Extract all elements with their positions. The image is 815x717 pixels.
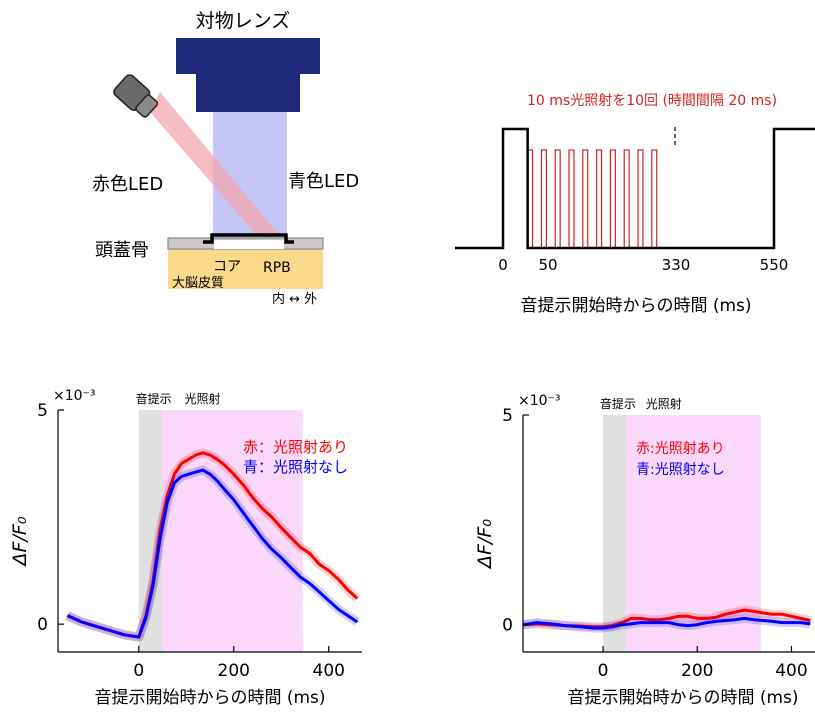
- core-label: コア: [213, 259, 241, 275]
- light-pulse-train: [527, 149, 658, 249]
- light-pulse: [596, 149, 603, 249]
- y-tick-label: 0: [502, 616, 513, 636]
- y-tick-label: 0: [37, 615, 48, 635]
- axes: [57, 410, 362, 653]
- x-tick-label: 0: [133, 661, 144, 681]
- protocol-xlabel: 音提示開始時からの時間 (ms): [520, 296, 751, 316]
- stimulus-protocol: 10 ms光照射を10回 (時間間隔 20 ms) 0 50 330 550 音…: [455, 93, 815, 316]
- series-lines: [65, 448, 361, 642]
- light-region: [162, 410, 303, 652]
- y-axis-label: ΔF/F₀: [9, 516, 31, 567]
- light-pulse: [582, 149, 589, 249]
- light-pulse: [651, 149, 658, 249]
- light-pulse: [568, 149, 575, 249]
- protocol-tick-0: 0: [498, 256, 508, 274]
- rpb-label: RPB: [263, 260, 291, 276]
- red-led-device: [113, 74, 159, 118]
- protocol-tick-550: 550: [760, 256, 789, 274]
- chart-with-vs-without-light-2: 0 200 400 0 5 ×10⁻³ ΔF/F₀ 音提示開始時からの時間 (ms) 音…: [474, 393, 815, 708]
- direction-label: 内 ↔ 外: [272, 291, 317, 307]
- x-axis-label: 音提示開始時からの時間 (ms): [94, 688, 325, 708]
- y-tick-label: 5: [37, 401, 48, 421]
- light-pulse: [540, 149, 547, 249]
- objective-lens-upper: [176, 38, 320, 74]
- x-tick-label: 400: [313, 661, 345, 681]
- x-tick-label: 400: [775, 661, 807, 681]
- chart-with-vs-without-light-1: 0 200 400 0 5 ×10⁻³ ΔF/F₀ 音提示開始時からの時間 (ms) 音…: [9, 388, 362, 708]
- light-pulse: [637, 149, 644, 249]
- series-line-blue: [522, 616, 811, 630]
- protocol-tick-330: 330: [662, 256, 691, 274]
- x-axis-label: 音提示開始時からの時間 (ms): [567, 688, 798, 708]
- y-exponent-label: ×10⁻³: [53, 388, 96, 404]
- sound-region: [603, 415, 627, 652]
- window-opening: [214, 240, 284, 249]
- protocol-title: 10 ms光照射を10回 (時間間隔 20 ms): [527, 93, 777, 109]
- shaded-regions: [138, 410, 303, 652]
- sound-stimulus-trace: [455, 127, 815, 250]
- legend-blue: 青：光照射なし: [243, 458, 348, 476]
- ticks: 0 200 400 0 5: [37, 401, 345, 681]
- sound-region-label: 音提示: [136, 391, 172, 406]
- light-region-label: 光照射: [185, 391, 221, 406]
- light-pulse: [623, 149, 630, 249]
- red-light-beam: [150, 92, 282, 248]
- x-tick-label: 200: [681, 661, 713, 681]
- y-tick-label: 5: [502, 406, 513, 426]
- series-line-blue: [66, 468, 359, 639]
- x-tick-label: 200: [218, 661, 250, 681]
- red-led-label: 赤色LED: [92, 174, 163, 195]
- legend-red: 赤:光照射あり: [636, 441, 725, 457]
- setup-diagram: 対物レンズ 赤色LED 青色LED 頭蓋骨 コア RPB 大脳皮質 内 ↔ 外: [92, 10, 359, 307]
- light-pulse: [609, 149, 616, 249]
- blue-led-label: 青色LED: [288, 171, 359, 192]
- y-axis-label: ΔF/F₀: [474, 519, 496, 570]
- objective-lens-lower: [196, 74, 300, 112]
- legend-red: 赤：光照射あり: [243, 438, 348, 456]
- light-pulse: [554, 149, 561, 249]
- cortex-block: [168, 249, 323, 289]
- skull-label: 頭蓋骨: [95, 240, 149, 261]
- cranial-window: [203, 233, 294, 244]
- legend-blue: 青:光照射なし: [636, 462, 725, 478]
- ticks: 0 200 400 0 5: [502, 406, 808, 681]
- x-tick-label: 0: [598, 661, 609, 681]
- objective-lens-label: 対物レンズ: [196, 10, 291, 32]
- axes: [522, 415, 815, 653]
- cortex-label: 大脳皮質: [172, 276, 224, 291]
- series-lines: [522, 605, 812, 633]
- y-exponent-label: ×10⁻³: [518, 393, 561, 409]
- light-region-label: 光照射: [646, 396, 682, 411]
- protocol-tick-50: 50: [538, 256, 557, 274]
- sound-region-label: 音提示: [600, 396, 636, 411]
- sound-region: [138, 410, 163, 652]
